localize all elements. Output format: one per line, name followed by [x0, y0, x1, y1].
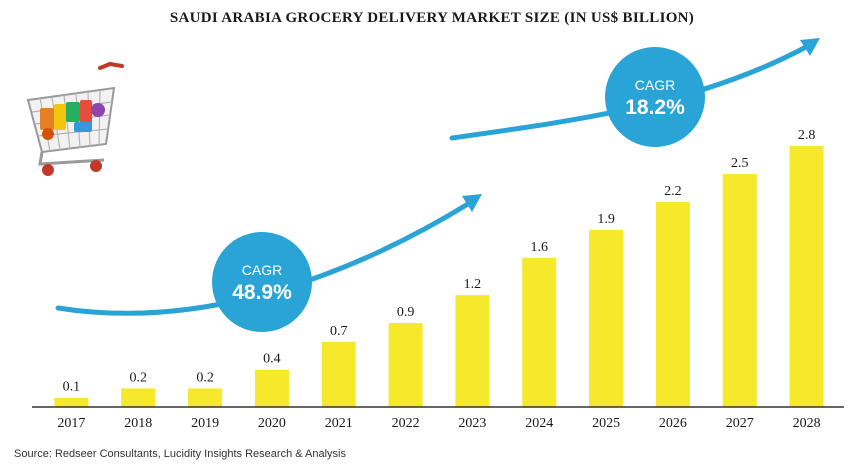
- value-label: 0.2: [130, 370, 148, 385]
- x-tick-label: 2025: [592, 416, 620, 431]
- bar-2017: [54, 397, 89, 407]
- cagr-bubble: CAGR 48.9%: [212, 232, 312, 332]
- x-tick-label: 2017: [57, 416, 85, 431]
- bar-2025: [589, 229, 624, 407]
- source-note: Source: Redseer Consultants, Lucidity In…: [14, 448, 346, 460]
- value-label: 2.5: [731, 156, 749, 171]
- value-label: 1.2: [464, 277, 482, 292]
- x-tick-label: 2022: [392, 416, 420, 431]
- x-tick-label: 2023: [458, 416, 486, 431]
- x-tick-label: 2028: [793, 416, 821, 431]
- bar-2023: [455, 295, 490, 407]
- trend-arrows: [55, 38, 820, 316]
- bar-2021: [321, 341, 356, 407]
- bar-2028: [789, 146, 824, 407]
- value-label: 2.8: [798, 128, 816, 143]
- bar-2018: [121, 388, 156, 407]
- cagr-value: 18.2%: [625, 96, 685, 119]
- trend-arrow-head: [462, 194, 482, 212]
- value-label: 0.4: [263, 352, 281, 367]
- value-label: 0.2: [196, 370, 214, 385]
- value-label: 2.2: [664, 184, 682, 199]
- bar-2019: [188, 388, 223, 407]
- cagr-label: CAGR: [242, 262, 282, 278]
- trend-arrow-head: [800, 38, 820, 56]
- value-label: 1.9: [597, 212, 615, 227]
- cagr-bubbles: CAGR 48.9% CAGR 18.2%: [212, 47, 705, 332]
- x-tick-label: 2027: [726, 416, 754, 431]
- bar-2022: [388, 323, 423, 407]
- bar-2027: [722, 173, 757, 407]
- bar-2024: [522, 257, 557, 407]
- x-tick-label: 2024: [525, 416, 553, 431]
- chart-title: SAUDI ARABIA GROCERY DELIVERY MARKET SIZ…: [169, 10, 695, 26]
- shopping-cart-icon: [26, 61, 124, 176]
- x-tick-labels-group: 2017 2018 2019 2020 2021 2022 2023 2024 2025 2026…: [57, 416, 820, 431]
- x-tick-label: 2019: [191, 416, 219, 431]
- cagr-label: CAGR: [635, 77, 675, 93]
- value-labels-group: 0.1 0.2 0.2 0.4 0.7 0.9 1.2 1.6 1.9 2.2 2.5 2.8: [63, 128, 816, 395]
- x-tick-label: 2026: [659, 416, 687, 431]
- value-label: 0.7: [330, 324, 348, 339]
- x-tick-label: 2018: [124, 416, 152, 431]
- value-label: 1.6: [531, 240, 549, 255]
- x-tick-label: 2021: [325, 416, 353, 431]
- cagr-bubble: CAGR 18.2%: [605, 47, 705, 147]
- value-label: 0.9: [397, 305, 415, 320]
- cagr-bubble-circle: [212, 232, 312, 332]
- bar-2020: [254, 369, 289, 407]
- x-tick-label: 2020: [258, 416, 286, 431]
- bars-group: [54, 146, 824, 407]
- value-label: 0.1: [63, 380, 81, 395]
- bar-2026: [655, 201, 690, 407]
- cagr-bubble-circle: [605, 47, 705, 147]
- cagr-value: 48.9%: [232, 281, 292, 304]
